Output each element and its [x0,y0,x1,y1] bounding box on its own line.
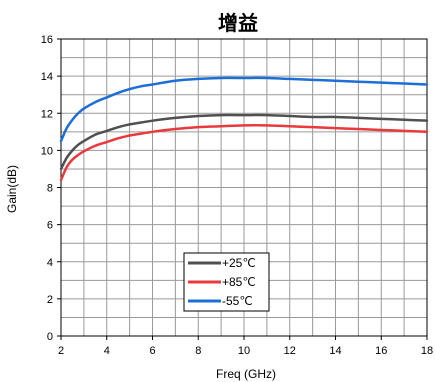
series-plus-85c-line [59,123,429,182]
x-tick-label: 6 [149,345,155,357]
x-tick-label: 4 [104,345,110,357]
y-tick-label: 16 [41,34,53,46]
legend: +25℃ +85℃ -55℃ [183,252,270,312]
y-tick-label: 0 [47,331,53,343]
y-tick-label: 10 [41,145,53,157]
x-tick-label: 2 [58,345,64,357]
series-plus-25c-line [59,113,429,171]
y-tick-label: 14 [41,71,53,83]
chart-title: 增益 [218,11,258,35]
x-tick-label: 12 [284,345,296,357]
axes [57,38,428,340]
legend-label: +85℃ [222,275,256,289]
x-tick-label: 8 [195,345,201,357]
y-tick-label: 2 [47,294,53,306]
legend-label: -55℃ [222,294,253,308]
y-tick-label: 12 [41,108,53,120]
series-minus-55c-line [59,76,429,143]
y-tick-label: 8 [47,183,53,195]
legend-label: +25℃ [222,256,256,270]
y-tick-label: 4 [47,257,53,269]
x-tick-label: 14 [329,345,341,357]
x-tick-label: 16 [375,345,387,357]
x-tick-label: 10 [238,345,250,357]
y-tick-label: 6 [47,220,53,232]
y-axis-label: Gain(dB) [5,165,19,213]
x-axis-label: Freq (GHz) [216,367,276,381]
series-lines [59,76,429,182]
x-tick-label: 18 [421,345,433,357]
